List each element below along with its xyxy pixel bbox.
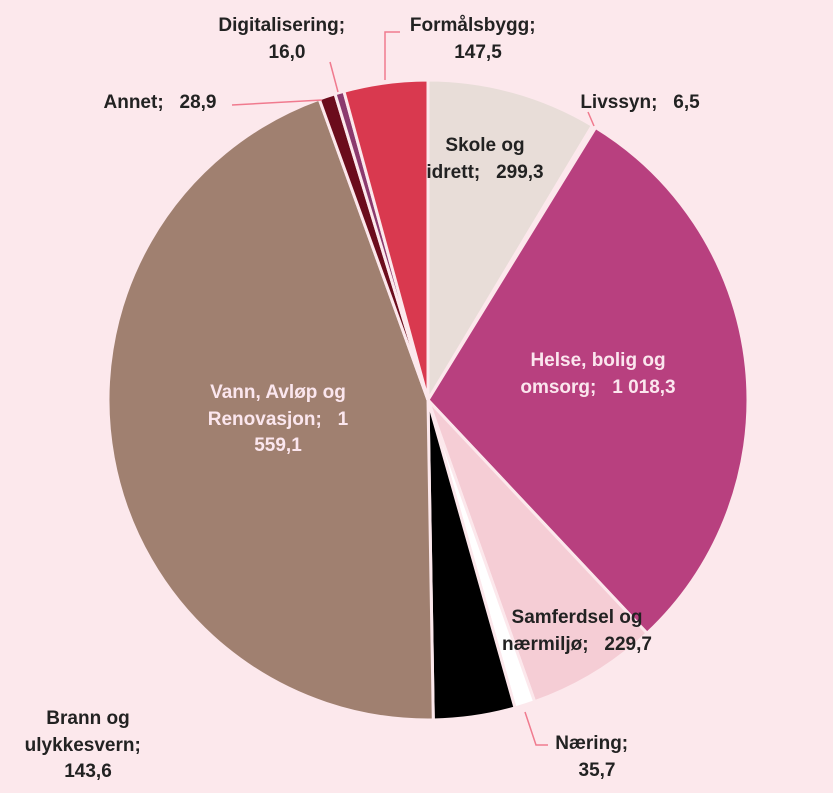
label-value: 28,9 [179,91,217,113]
data-label-text: Brann og ulykkesvern; 143,6 [13,676,163,793]
label-separator: ; [315,408,322,430]
label-category: Livssyn [580,91,652,113]
label-separator: ; [529,15,536,37]
label-value: 299,3 [496,162,544,183]
label-category: Næring [555,733,622,755]
data-label: Samferdsel og nærmiljø; 229,7 [492,562,662,702]
label-separator: ; [134,734,141,756]
label-value: 35,7 [578,760,616,781]
data-label-box: Brann og ulykkesvern; 143,6 [13,706,163,786]
label-value: 229,7 [604,634,652,655]
label-separator: ; [157,91,164,113]
label-value: 1 559,1 [254,408,349,457]
data-label-box: Digitalisering; 16,0 [212,13,362,66]
data-label: Vann, Avløp og Renovasjon; 1 559,1 [193,350,363,490]
label-value: 16,0 [268,42,306,63]
data-label-box: Skole og idrett; 299,3 [425,133,545,186]
label-separator: ; [473,162,481,183]
data-label-box: Næring; 35,7 [542,731,652,784]
label-category: Brann og ulykkesvern [24,708,135,756]
data-label: Skole og idrett; 299,3 [425,90,545,230]
label-separator: ; [621,733,629,755]
data-label-text: Vann, Avløp og Renovasjon; 1 559,1 [193,350,363,490]
data-label: Brann og ulykkesvern; 143,6 [13,676,163,793]
label-category: Digitalisering [218,15,339,37]
pie-slice [426,398,650,704]
pie-slice [106,97,435,722]
data-label-text: Samferdsel og nærmiljø; 229,7 [492,562,662,702]
data-label-box: Livssyn; 6,5 [580,90,699,117]
label-separator: ; [582,634,589,655]
data-label: Helse, bolig og omsorg; 1 018,3 [518,305,678,445]
data-label: Digitalisering; 16,0 [212,0,362,110]
label-value: 143,6 [64,761,112,783]
label-value: 147,5 [454,42,502,63]
data-label-box: Vann, Avløp og Renovasjon; 1 559,1 [193,380,363,460]
data-label: Formålsbygg; 147,5 [408,0,548,110]
data-label-text: Næring; 35,7 [542,688,652,793]
label-category: Helse, bolig og omsorg [520,350,666,398]
pie-slice [426,78,595,406]
data-label: Næring; 35,7 [542,688,652,793]
label-category: Samferdsel og nærmiljø [502,607,643,655]
label-category: Skole og idrett [426,135,525,183]
data-label-text: Livssyn; 6,5 [540,33,740,173]
label-separator: ; [590,377,597,398]
leader-line [231,99,323,106]
data-label: Livssyn; 6,5 [540,33,740,173]
leader-line [587,111,595,127]
label-category: Annet [103,91,158,113]
data-label-box: Formålsbygg; 147,5 [408,13,548,66]
data-label-text: Skole og idrett; 299,3 [425,90,545,230]
leader-line [524,711,548,746]
data-label-text: Digitalisering; 16,0 [212,0,362,110]
pie-slice [426,125,750,636]
label-separator: ; [338,15,346,37]
leader-line [329,61,339,93]
data-label-box: Helse, bolig og omsorg; 1 018,3 [518,348,678,401]
pie-slice [342,78,430,401]
label-value: 6,5 [673,91,700,113]
label-value: 1 018,3 [612,377,676,398]
label-category: Formålsbygg [409,15,530,37]
data-label-box: Samferdsel og nærmiljø; 229,7 [492,605,662,658]
leader-line [384,31,400,80]
label-separator: ; [651,91,658,113]
data-label-text: Annet; 28,9 [60,33,260,173]
data-label-text: Helse, bolig og omsorg; 1 018,3 [518,305,678,445]
data-label-box: Annet; 28,9 [104,90,217,117]
data-label: Annet; 28,9 [60,33,260,173]
label-category: Vann, Avløp og Renovasjon [207,382,346,430]
data-label-text: Formålsbygg; 147,5 [408,0,548,110]
